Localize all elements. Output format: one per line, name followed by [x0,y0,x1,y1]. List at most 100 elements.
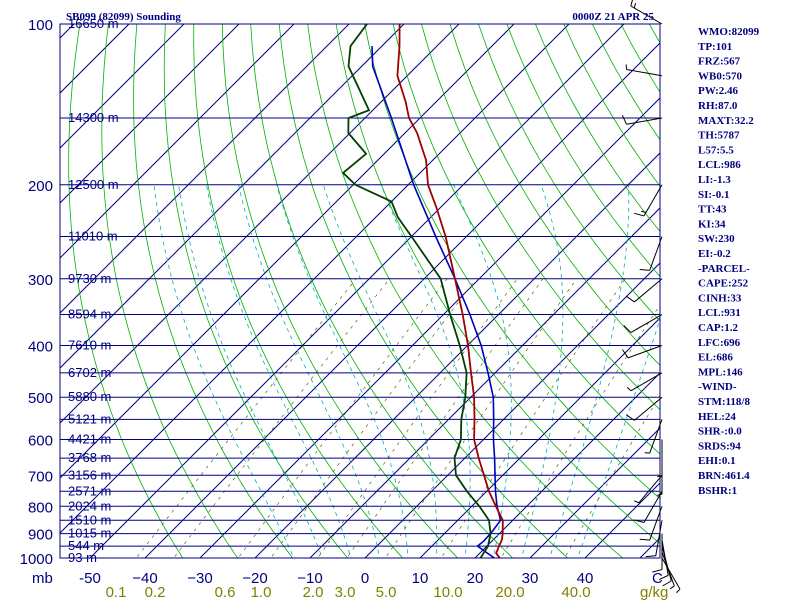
height-label: 1015 m [68,526,111,541]
index-item: CINH:33 [698,292,742,304]
dry-adiabat [250,24,514,558]
isotherm-line [60,24,350,314]
dry-adiabat [278,24,569,558]
wind-barb-flag [630,0,633,7]
index-item: MPL:146 [698,366,743,378]
background-grid [60,24,800,569]
wind-barb-staff [634,396,663,421]
wind-barb [630,0,663,25]
dry-adiabat [133,24,294,558]
wind-barb-flag [625,295,635,303]
index-item: CAP:1.2 [698,322,739,334]
pressure-tick-label: 800 [28,499,53,516]
index-item: LFC:696 [698,337,741,349]
wind-barb-staff [630,314,663,333]
wind-barb-staff [655,520,663,556]
wind-barb-staff [661,539,669,576]
dry-adiabat [478,24,660,322]
isotherm-line [584,482,660,558]
height-label: 4421 m [68,432,111,447]
wind-barb-flag [639,538,650,541]
wind-barb [634,474,663,504]
mixing-ratio-label: 10.0 [433,584,462,600]
wind-barb-staff [649,236,663,271]
index-item: BRN:461.4 [698,470,750,482]
wind-barb-flag [652,569,663,573]
height-label: 6702 m [68,365,111,380]
dry-adiabat [792,24,800,569]
indices-panel: WMO:82099 TP:101 FRZ:567 WB0:570 PW:2.46 RH:8… [698,26,760,497]
moist-adiabat [276,184,409,558]
wind-barb-flag [623,325,632,333]
isotherm-line [419,317,660,558]
temperature-tick-label: −20 [242,570,267,587]
temperature-tick-label: 20 [467,570,484,587]
wind-barb [639,506,663,541]
temperature-tick-label: −10 [297,570,322,587]
dry-adiabat [449,24,660,366]
wind-barb-flag [639,268,650,271]
pressure-tick-label: 700 [28,468,53,485]
axis-labels: 16650 m 14300 m 12500 m 11010 m 9730 m 8594 m… [20,16,594,600]
height-label: 2024 m [68,498,111,513]
parcel-trace [371,46,502,558]
wind-barb [658,539,669,581]
dry-adiabat [101,24,239,558]
wind-barb-staff [630,372,663,392]
temperature-unit-label: C [652,570,663,587]
height-label: 5121 m [68,411,111,426]
wind-barb [622,345,663,359]
wind-barb-flag [622,349,629,359]
dry-adiabat [392,24,660,455]
title-left: SB099 (82099) Sounding [66,11,181,23]
dry-adiabat [535,24,660,233]
wind-barb [657,439,663,478]
index-item: PW:2.46 [698,85,739,97]
mixing-ratio-label: 3.0 [335,584,356,600]
height-label: 544 m [68,538,104,553]
wind-barb-flag [621,115,628,125]
height-label: 11010 m [68,228,118,243]
index-item: LCL:931 [698,307,741,319]
height-label: 5880 m [68,389,111,404]
mixing-ratio-line [440,278,626,558]
wind-barb-flag [641,210,647,213]
isotherm-line [60,24,185,149]
height-label: 3156 m [68,467,111,482]
isotherm-line [89,24,625,558]
dry-adiabat [735,24,800,569]
mixing-ratio-unit-label: g/kg [640,584,668,600]
dry-adiabat [591,24,660,141]
wind-barb-staff [630,5,663,25]
isotherm-line [474,372,660,558]
mixing-ratio-line [564,394,660,558]
height-label: 16650 m [68,16,119,31]
moist-adiabat [178,184,323,558]
wind-barb-flag [657,475,663,478]
index-item: FRZ:567 [698,56,741,68]
isotherm-line [254,152,660,558]
index-item: TP:101 [698,41,732,53]
dry-adiabat [506,24,660,278]
height-label: 9730 m [68,271,111,286]
moist-adiabat [206,184,352,558]
mixing-ratio-label: 20.0 [495,584,524,600]
index-item: TT:43 [698,204,727,216]
temperature-tick-label: −40 [132,570,157,587]
mixing-ratio-label: 1.0 [251,584,272,600]
pressure-tick-label: 900 [28,527,53,544]
isotherm-line [60,24,405,369]
mixing-ratio-line [500,304,660,558]
moist-adiabat [238,184,380,558]
moist-adiabat [453,184,512,558]
isobars [60,23,660,559]
index-item: HEL:24 [698,411,736,423]
wind-barb [634,184,663,217]
dry-adiabat [335,24,660,545]
height-label: 8594 m [68,307,111,322]
wind-barb-staff [638,474,663,504]
mixing-ratio-line [346,278,544,558]
wind-barb [625,278,663,303]
index-item: TH:5787 [698,130,740,142]
